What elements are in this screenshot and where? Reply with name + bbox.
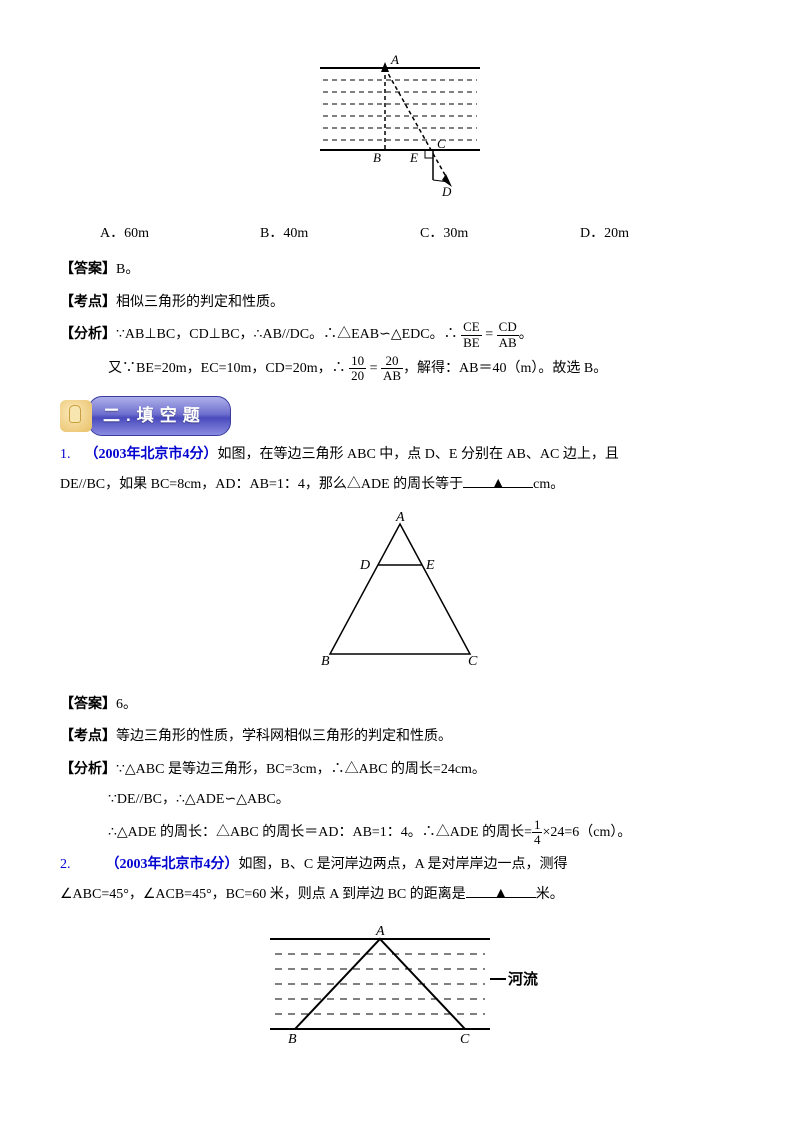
answer-1: 【答案】B。 [60, 255, 740, 284]
q2-blank: ▲ [466, 883, 536, 898]
fig1-C: C [437, 136, 446, 151]
q1-b2: DE//BC，如果 BC=8cm，AD：AB=1：4，那么△ADE 的周长等于 [60, 477, 463, 492]
answer-text: B。 [116, 262, 139, 277]
kaodian-2: 【考点】等边三角形的性质，学科网相似三角形的判定和性质。 [60, 722, 740, 751]
frac-20-ab: 20AB [381, 354, 403, 384]
svg-text:C: C [468, 654, 478, 669]
frac-ce-be: CEBE [461, 320, 482, 350]
q1-num: 1. [60, 447, 71, 462]
section-fill-blank: 二.填空题 [60, 396, 740, 436]
mc-options: A．60m B．40m C．30m D．20m [100, 221, 740, 248]
figure-3-svg: A B C 河流 [250, 919, 550, 1049]
q1-line1: 1. （2003年北京市4分）如图，在等边三角形 ABC 中，点 D、E 分别在… [60, 442, 740, 469]
analysis-2-l2: ∵DE//BC，∴△ADE∽△ABC。 [60, 787, 740, 814]
an1-t2b: ，解得：AB＝40（m）。故选 B。 [403, 361, 607, 376]
frac-cd-ab: CDAB [497, 320, 519, 350]
frac-10-20: 1020 [349, 354, 366, 384]
figure-3: A B C 河流 [60, 919, 740, 1060]
figure-1-svg: A B E C D [315, 50, 485, 200]
q2-line2: ∠ABC=45°，∠ACB=45°，BC=60 米，则点 A 到岸边 BC 的距… [60, 882, 740, 909]
q1-u: cm。 [533, 477, 564, 492]
opt-b: B．40m [260, 221, 420, 248]
fig1-A: A [390, 52, 399, 67]
figure-2: A B C D E [60, 509, 740, 680]
analysis-2-l3: ∴△ADE 的周长：△ABC 的周长＝AD：AB=1：4。∴△ADE 的周长=1… [60, 818, 740, 848]
q2-num: 2. [60, 857, 71, 872]
q1-b1: 如图，在等边三角形 ABC 中，点 D、E 分别在 AB、AC 边上，且 [218, 447, 619, 462]
section-title: 二.填空题 [88, 396, 231, 436]
opt-a: A．60m [100, 221, 260, 248]
svg-text:A: A [375, 924, 385, 939]
svg-text:B: B [288, 1032, 297, 1047]
svg-text:河流: 河流 [508, 970, 538, 988]
svg-text:B: B [321, 654, 330, 669]
fig1-D: D [441, 184, 452, 199]
an1-t2a: 又∵BE=20m，EC=10m，CD=20m，∴ [108, 361, 349, 376]
fig1-B: B [373, 150, 381, 165]
opt-c: C．30m [420, 221, 580, 248]
svg-text:E: E [425, 558, 435, 573]
svg-text:A: A [395, 510, 405, 525]
svg-text:D: D [359, 558, 370, 573]
an-label: 【分析】 [60, 325, 116, 341]
answer-label: 【答案】 [60, 260, 116, 276]
q1-src: （2003年北京市4分） [85, 447, 218, 462]
analysis-1-line2: 又∵BE=20m，EC=10m，CD=20m，∴ 1020 = 20AB，解得：… [60, 354, 740, 384]
svg-text:C: C [460, 1032, 470, 1047]
kp-label: 【考点】 [60, 293, 116, 309]
kp-text: 相似三角形的判定和性质。 [116, 295, 284, 310]
frac-1-4: 14 [532, 818, 543, 848]
kaodian-1: 【考点】相似三角形的判定和性质。 [60, 288, 740, 317]
q2-src: （2003年北京市4分） [106, 857, 239, 872]
figure-1: A B E C D [60, 50, 740, 211]
analysis-2-l1: 【分析】∵△ABC 是等边三角形，BC=3cm，∴△ABC 的周长=24cm。 [60, 755, 740, 784]
opt-d: D．20m [580, 221, 740, 248]
q2-line1: 2. （2003年北京市4分）如图，B、C 是河岸边两点，A 是对岸岸边一点，测… [60, 852, 740, 879]
q1-blank: ▲ [463, 473, 533, 488]
fig1-E: E [409, 150, 418, 165]
figure-2-svg: A B C D E [300, 509, 500, 669]
answer-2: 【答案】6。 [60, 690, 740, 719]
thumb-icon [60, 400, 92, 432]
analysis-1-line1: 【分析】∵AB⊥BC，CD⊥BC，∴AB//DC。∴△EAB∽△EDC。∴ CE… [60, 320, 740, 350]
an1-t1: ∵AB⊥BC，CD⊥BC，∴AB//DC。∴△EAB∽△EDC。∴ [116, 327, 458, 342]
q1-line2: DE//BC，如果 BC=8cm，AD：AB=1：4，那么△ADE 的周长等于▲… [60, 472, 740, 499]
